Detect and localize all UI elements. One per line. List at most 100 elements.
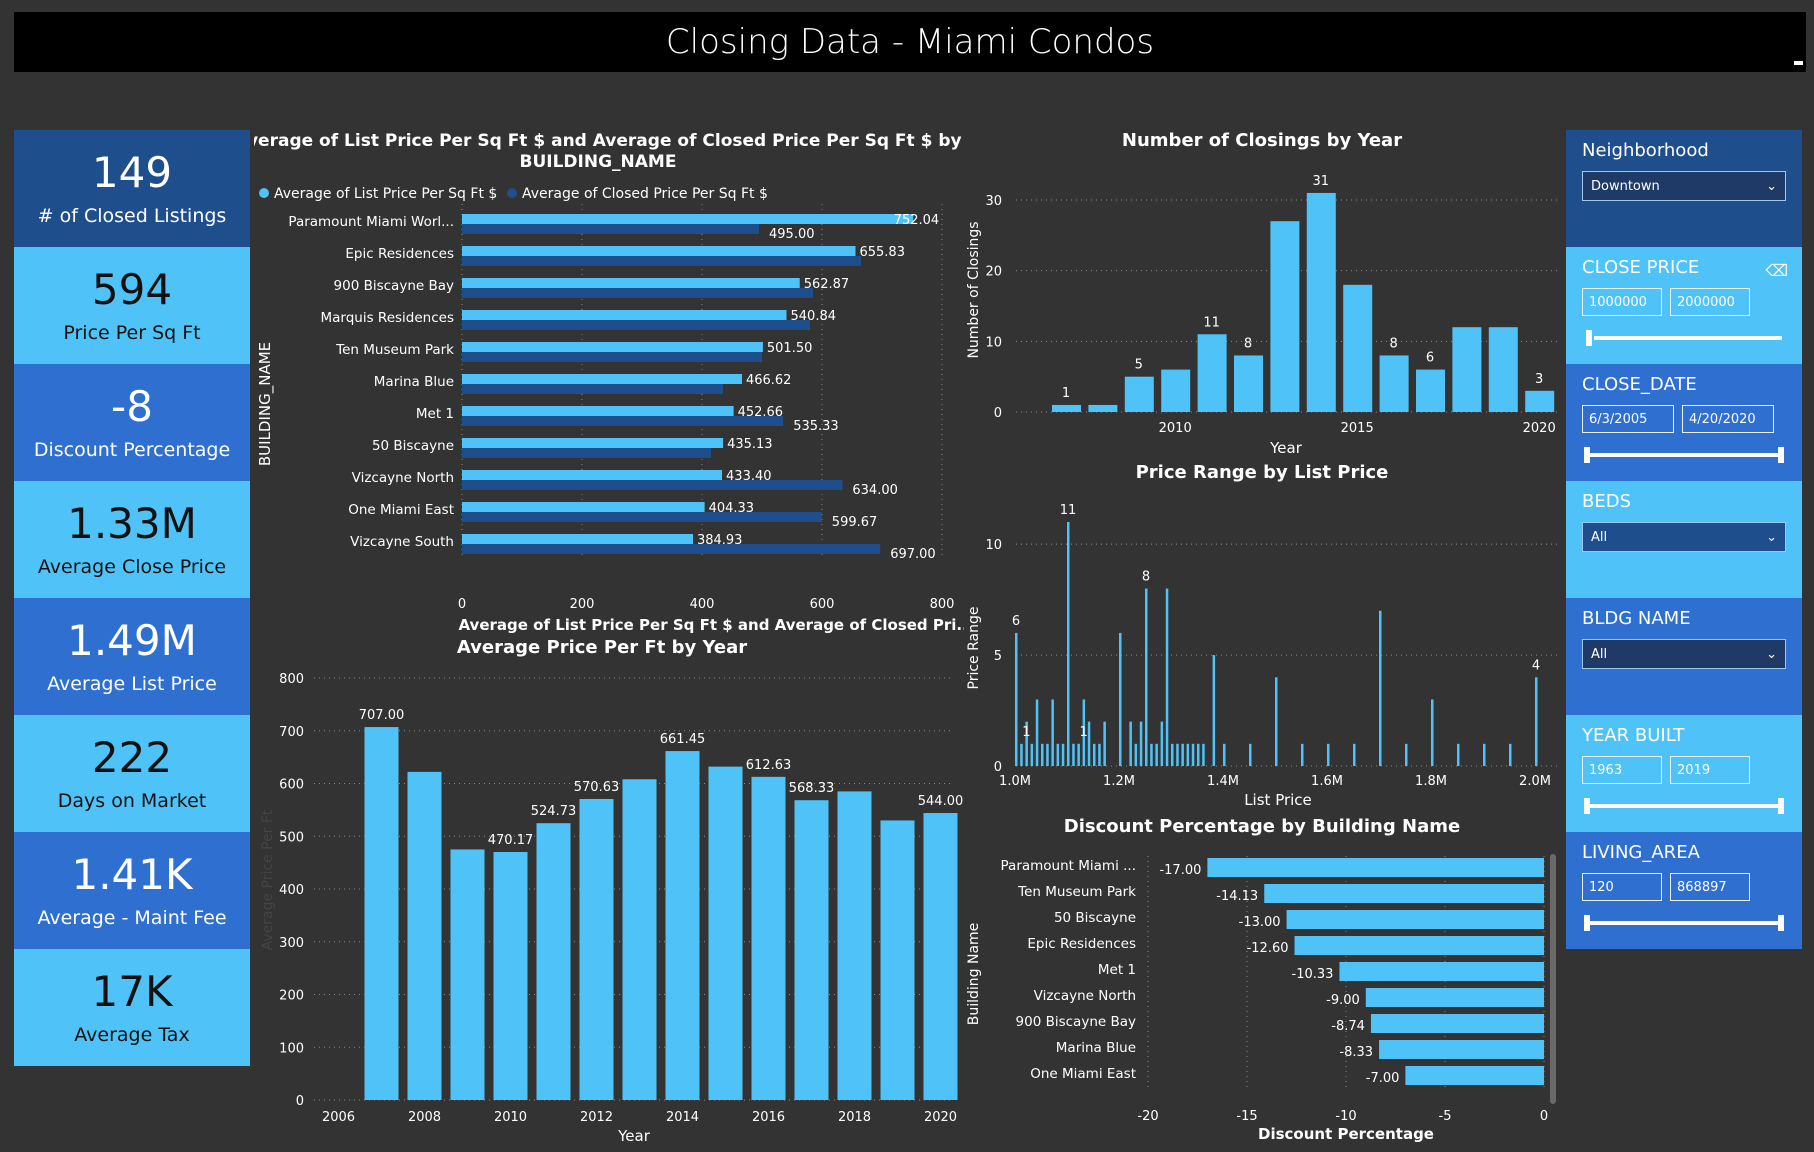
y-tick-label: 100 — [279, 1041, 304, 1056]
x-tick-label: 2016 — [752, 1110, 785, 1125]
filter-label: YEAR BUILT — [1582, 725, 1685, 746]
kpi-value: 1.49M — [67, 616, 197, 666]
bar — [1052, 404, 1081, 412]
data-label: 634.00 — [852, 483, 898, 498]
bar — [923, 813, 958, 1100]
eraser-icon[interactable]: ⌫ — [1765, 261, 1788, 280]
x-axis-label: Discount Percentage — [1258, 1125, 1434, 1143]
scrollbar — [1550, 854, 1556, 1104]
data-label: 612.63 — [746, 758, 792, 773]
x-tick-label: 2018 — [838, 1110, 871, 1125]
bar-closed-price — [462, 448, 711, 458]
kpi-days-on-market: 222 Days on Market — [14, 715, 250, 832]
slider-handle-max[interactable] — [1778, 915, 1784, 931]
close-price-slider[interactable] — [1582, 330, 1786, 346]
bar — [1249, 743, 1252, 766]
x-axis-label: List Price — [1244, 791, 1312, 809]
slider-handle-min[interactable] — [1584, 915, 1590, 931]
close-date-max-input[interactable]: 4/20/2020 — [1682, 405, 1774, 433]
chevron-down-icon: ⌄ — [1766, 178, 1777, 194]
x-tick-label: 1.6M — [1311, 774, 1343, 789]
data-label: 31 — [1313, 174, 1330, 189]
x-tick-label: 400 — [690, 597, 715, 612]
year-built-min-input[interactable]: 1963 — [1582, 756, 1662, 784]
close-price-min-input[interactable]: 1000000 — [1582, 288, 1662, 316]
year-built-slider[interactable] — [1582, 798, 1786, 814]
data-label: 655.83 — [859, 245, 905, 260]
close-date-slider[interactable] — [1582, 447, 1786, 463]
bar — [1223, 743, 1226, 766]
bar-list-price — [462, 470, 723, 480]
x-tick-label: 2.0M — [1519, 774, 1551, 789]
y-tick-label: Paramount Miami ... — [1001, 858, 1136, 874]
bar — [1212, 655, 1216, 766]
neighborhood-dropdown[interactable]: Downtown ⌄ — [1582, 171, 1786, 201]
chart-number-of-closings-by-year: Number of Closings by Year 0 10 20 30 1 5 11 8 31… — [966, 130, 1558, 457]
data-label: 470.17 — [488, 833, 534, 848]
y-tick-label: 50 Biscayne — [372, 438, 454, 454]
data-label: 8 — [1244, 336, 1252, 351]
data-label: 540.84 — [791, 309, 837, 324]
bar — [837, 791, 872, 1100]
data-label: 11 — [1203, 315, 1220, 330]
living-area-slider[interactable] — [1582, 915, 1786, 931]
bldg-name-dropdown[interactable]: All ⌄ — [1582, 639, 1786, 669]
data-label: 535.33 — [793, 419, 839, 434]
data-label: -8.33 — [1339, 1045, 1373, 1060]
dropdown-value: Downtown — [1591, 178, 1660, 194]
bar — [1191, 743, 1195, 766]
slider-handle-max[interactable] — [1778, 447, 1784, 463]
y-tick-label: 300 — [279, 936, 304, 951]
kpi-label: Average Tax — [74, 1023, 190, 1046]
slider-handle-min[interactable] — [1584, 798, 1590, 814]
slider-handle-min[interactable] — [1584, 447, 1590, 463]
kpi-label: Average - Maint Fee — [37, 906, 227, 929]
slider-handle-max[interactable] — [1778, 798, 1784, 814]
slider-handle-min[interactable] — [1586, 330, 1592, 346]
chart-price-per-sqft-by-building: Average of List Price Per Sq Ft $ and Av… — [254, 131, 964, 634]
data-label: 8 — [1142, 570, 1150, 585]
bar — [364, 727, 399, 1100]
kpi-closed-listings: 149 # of Closed Listings — [14, 130, 250, 247]
beds-dropdown[interactable]: All ⌄ — [1582, 522, 1786, 552]
bar — [1150, 743, 1153, 766]
y-tick-label: 900 Biscayne Bay — [1016, 1014, 1136, 1030]
y-tick-label: Ten Museum Park — [1017, 884, 1136, 900]
bar — [536, 823, 571, 1100]
kpi-price-per-sqft: 594 Price Per Sq Ft — [14, 247, 250, 364]
bar — [1067, 522, 1070, 766]
data-label: 1 — [1079, 725, 1087, 740]
bar-closed-price — [462, 352, 762, 362]
living-area-max-input[interactable]: 868897 — [1670, 873, 1750, 901]
data-label: 661.45 — [660, 732, 706, 747]
bar — [1202, 743, 1205, 766]
minimize-icon[interactable] — [1794, 61, 1803, 65]
bar — [1379, 610, 1382, 766]
year-built-max-input[interactable]: 2019 — [1670, 756, 1750, 784]
bar — [1088, 404, 1118, 412]
bar-list-price — [462, 534, 693, 544]
kpi-panel: 149 # of Closed Listings 594 Price Per S… — [14, 130, 250, 1066]
kpi-value: 1.33M — [67, 499, 197, 549]
bar — [1370, 1014, 1544, 1033]
bar — [450, 849, 485, 1100]
chevron-down-icon: ⌄ — [1766, 529, 1777, 545]
legend-marker — [507, 188, 517, 198]
close-price-max-input[interactable]: 2000000 — [1670, 288, 1750, 316]
bar — [1025, 721, 1028, 766]
y-tick-label: Vizcayne South — [350, 534, 454, 550]
y-tick-label: Met 1 — [416, 406, 454, 422]
page-title: Closing Data - Miami Condos — [665, 22, 1155, 62]
data-label: 495.00 — [769, 227, 815, 242]
bar — [1046, 743, 1049, 766]
y-tick-label: Marina Blue — [1056, 1040, 1136, 1056]
data-label: -10.33 — [1292, 967, 1334, 982]
kpi-average-close-price: 1.33M Average Close Price — [14, 481, 250, 598]
y-tick-label: 400 — [279, 883, 304, 898]
bar — [1051, 699, 1054, 766]
bar-list-price — [462, 374, 742, 384]
slider-track — [1586, 804, 1782, 808]
living-area-min-input[interactable]: 120 — [1582, 873, 1662, 901]
bar — [1264, 884, 1544, 903]
close-date-min-input[interactable]: 6/3/2005 — [1582, 405, 1674, 433]
